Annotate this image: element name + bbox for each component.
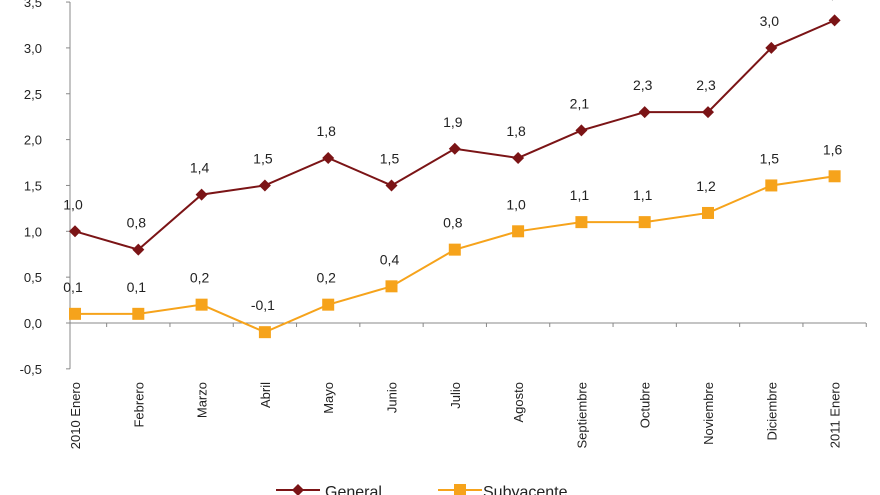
data-point-diamond	[195, 188, 208, 201]
data-label: 0,2	[316, 270, 336, 286]
x-tick-label: Julio	[448, 382, 463, 409]
data-label: 1,2	[696, 178, 716, 194]
x-tick-label: Noviembre	[701, 382, 716, 445]
y-tick-label: 2,0	[24, 133, 42, 148]
data-point-diamond	[448, 142, 461, 155]
x-tick-label: 2011 Enero	[828, 382, 843, 448]
data-point-square	[132, 307, 145, 320]
data-label: 2,1	[570, 95, 590, 111]
data-point-diamond	[828, 14, 841, 27]
data-label: 1,1	[633, 187, 653, 203]
data-point-diamond	[638, 106, 651, 119]
y-tick-label: 2,5	[24, 87, 42, 102]
data-label: 0,1	[127, 279, 147, 295]
x-tick-label: Junio	[385, 382, 400, 413]
data-point-square	[702, 206, 714, 219]
legend-marker-diamond	[292, 484, 304, 495]
series-general: 1,0 0,8 1,4 1,5 1,8 1,5 1,9 1,8 2,1 2,3 2,3 3,0 3,3	[63, 0, 843, 256]
legend-label: General	[325, 484, 382, 495]
data-label: 1,8	[316, 123, 336, 139]
data-point-diamond	[765, 41, 778, 54]
x-tick-label: Abril	[258, 382, 273, 408]
data-point-square	[512, 225, 525, 238]
data-label: 0,4	[380, 251, 400, 267]
data-point-square	[638, 216, 651, 229]
y-tick-label: -0,5	[20, 362, 42, 377]
x-tick-label: Agosto	[511, 382, 526, 422]
y-tick-label: 3,5	[24, 0, 42, 10]
x-tick-label: Diciembre	[764, 382, 779, 441]
data-label: 0,2	[190, 270, 210, 286]
data-label: 2,3	[696, 77, 716, 93]
data-label: 3,0	[760, 13, 780, 29]
x-tick-label: Octubre	[638, 382, 653, 428]
legend-marker-square	[454, 484, 466, 495]
data-point-diamond	[258, 179, 271, 192]
data-point-diamond	[512, 151, 525, 164]
data-label: 1,0	[63, 196, 83, 212]
y-tick-label: 1,5	[24, 178, 42, 193]
data-label: 0,1	[63, 279, 83, 295]
data-point-square	[828, 170, 841, 183]
data-point-square	[575, 216, 588, 229]
series-subyacente: 0,1 0,1 0,2 -0,1 0,2 0,4 0,8 1,0 1,1 1,1 1,2 1,5 1,6	[63, 141, 843, 339]
data-point-diamond	[322, 151, 335, 164]
x-tick-label: Marzo	[195, 382, 210, 418]
data-point-diamond	[132, 243, 145, 256]
data-label: 1,8	[506, 123, 526, 139]
data-label: 0,8	[127, 215, 147, 231]
y-tick-label: 0,5	[24, 270, 42, 285]
axes: -0,5 0,0 0,5 1,0 1,5 2,0 2,5 3,0 3,5 2010 Enero Fe…	[20, 0, 867, 449]
data-label: 1,1	[570, 187, 590, 203]
x-tick-label: 2010 Enero	[68, 382, 83, 449]
legend: General Subyacente	[276, 484, 568, 495]
x-tick-label: Mayo	[321, 382, 336, 414]
x-tick-label: Febrero	[131, 382, 146, 428]
data-label: 3,3	[823, 0, 843, 1]
data-point-square	[765, 179, 778, 192]
data-point-diamond	[385, 179, 398, 192]
series-group: 1,0 0,8 1,4 1,5 1,8 1,5 1,9 1,8 2,1 2,3 2,3 3,0 3,3 0…	[63, 0, 843, 339]
data-label: 1,0	[506, 196, 526, 212]
data-point-square	[385, 280, 398, 293]
x-tick-label: Septiembre	[574, 382, 589, 448]
data-point-square	[448, 243, 461, 256]
data-point-diamond	[69, 225, 81, 238]
data-label: 1,5	[760, 150, 780, 166]
data-label: 1,5	[380, 150, 400, 166]
data-point-diamond	[575, 124, 588, 137]
y-tick-label: 1,0	[24, 224, 42, 239]
y-tick-label: 0,0	[24, 316, 42, 331]
data-point-square	[322, 298, 335, 311]
data-label: 1,5	[253, 150, 273, 166]
data-label: 1,4	[190, 160, 210, 176]
data-point-diamond	[702, 106, 714, 119]
data-label: 2,3	[633, 77, 653, 93]
legend-label: Subyacente	[483, 484, 568, 495]
data-label: -0,1	[251, 297, 275, 313]
data-label: 0,8	[443, 215, 463, 231]
y-tick-label: 3,0	[24, 41, 42, 56]
data-label: 1,6	[823, 141, 843, 157]
data-point-square	[195, 298, 208, 311]
data-label: 1,9	[443, 114, 463, 130]
data-point-square	[258, 326, 271, 339]
data-point-square	[69, 307, 81, 320]
